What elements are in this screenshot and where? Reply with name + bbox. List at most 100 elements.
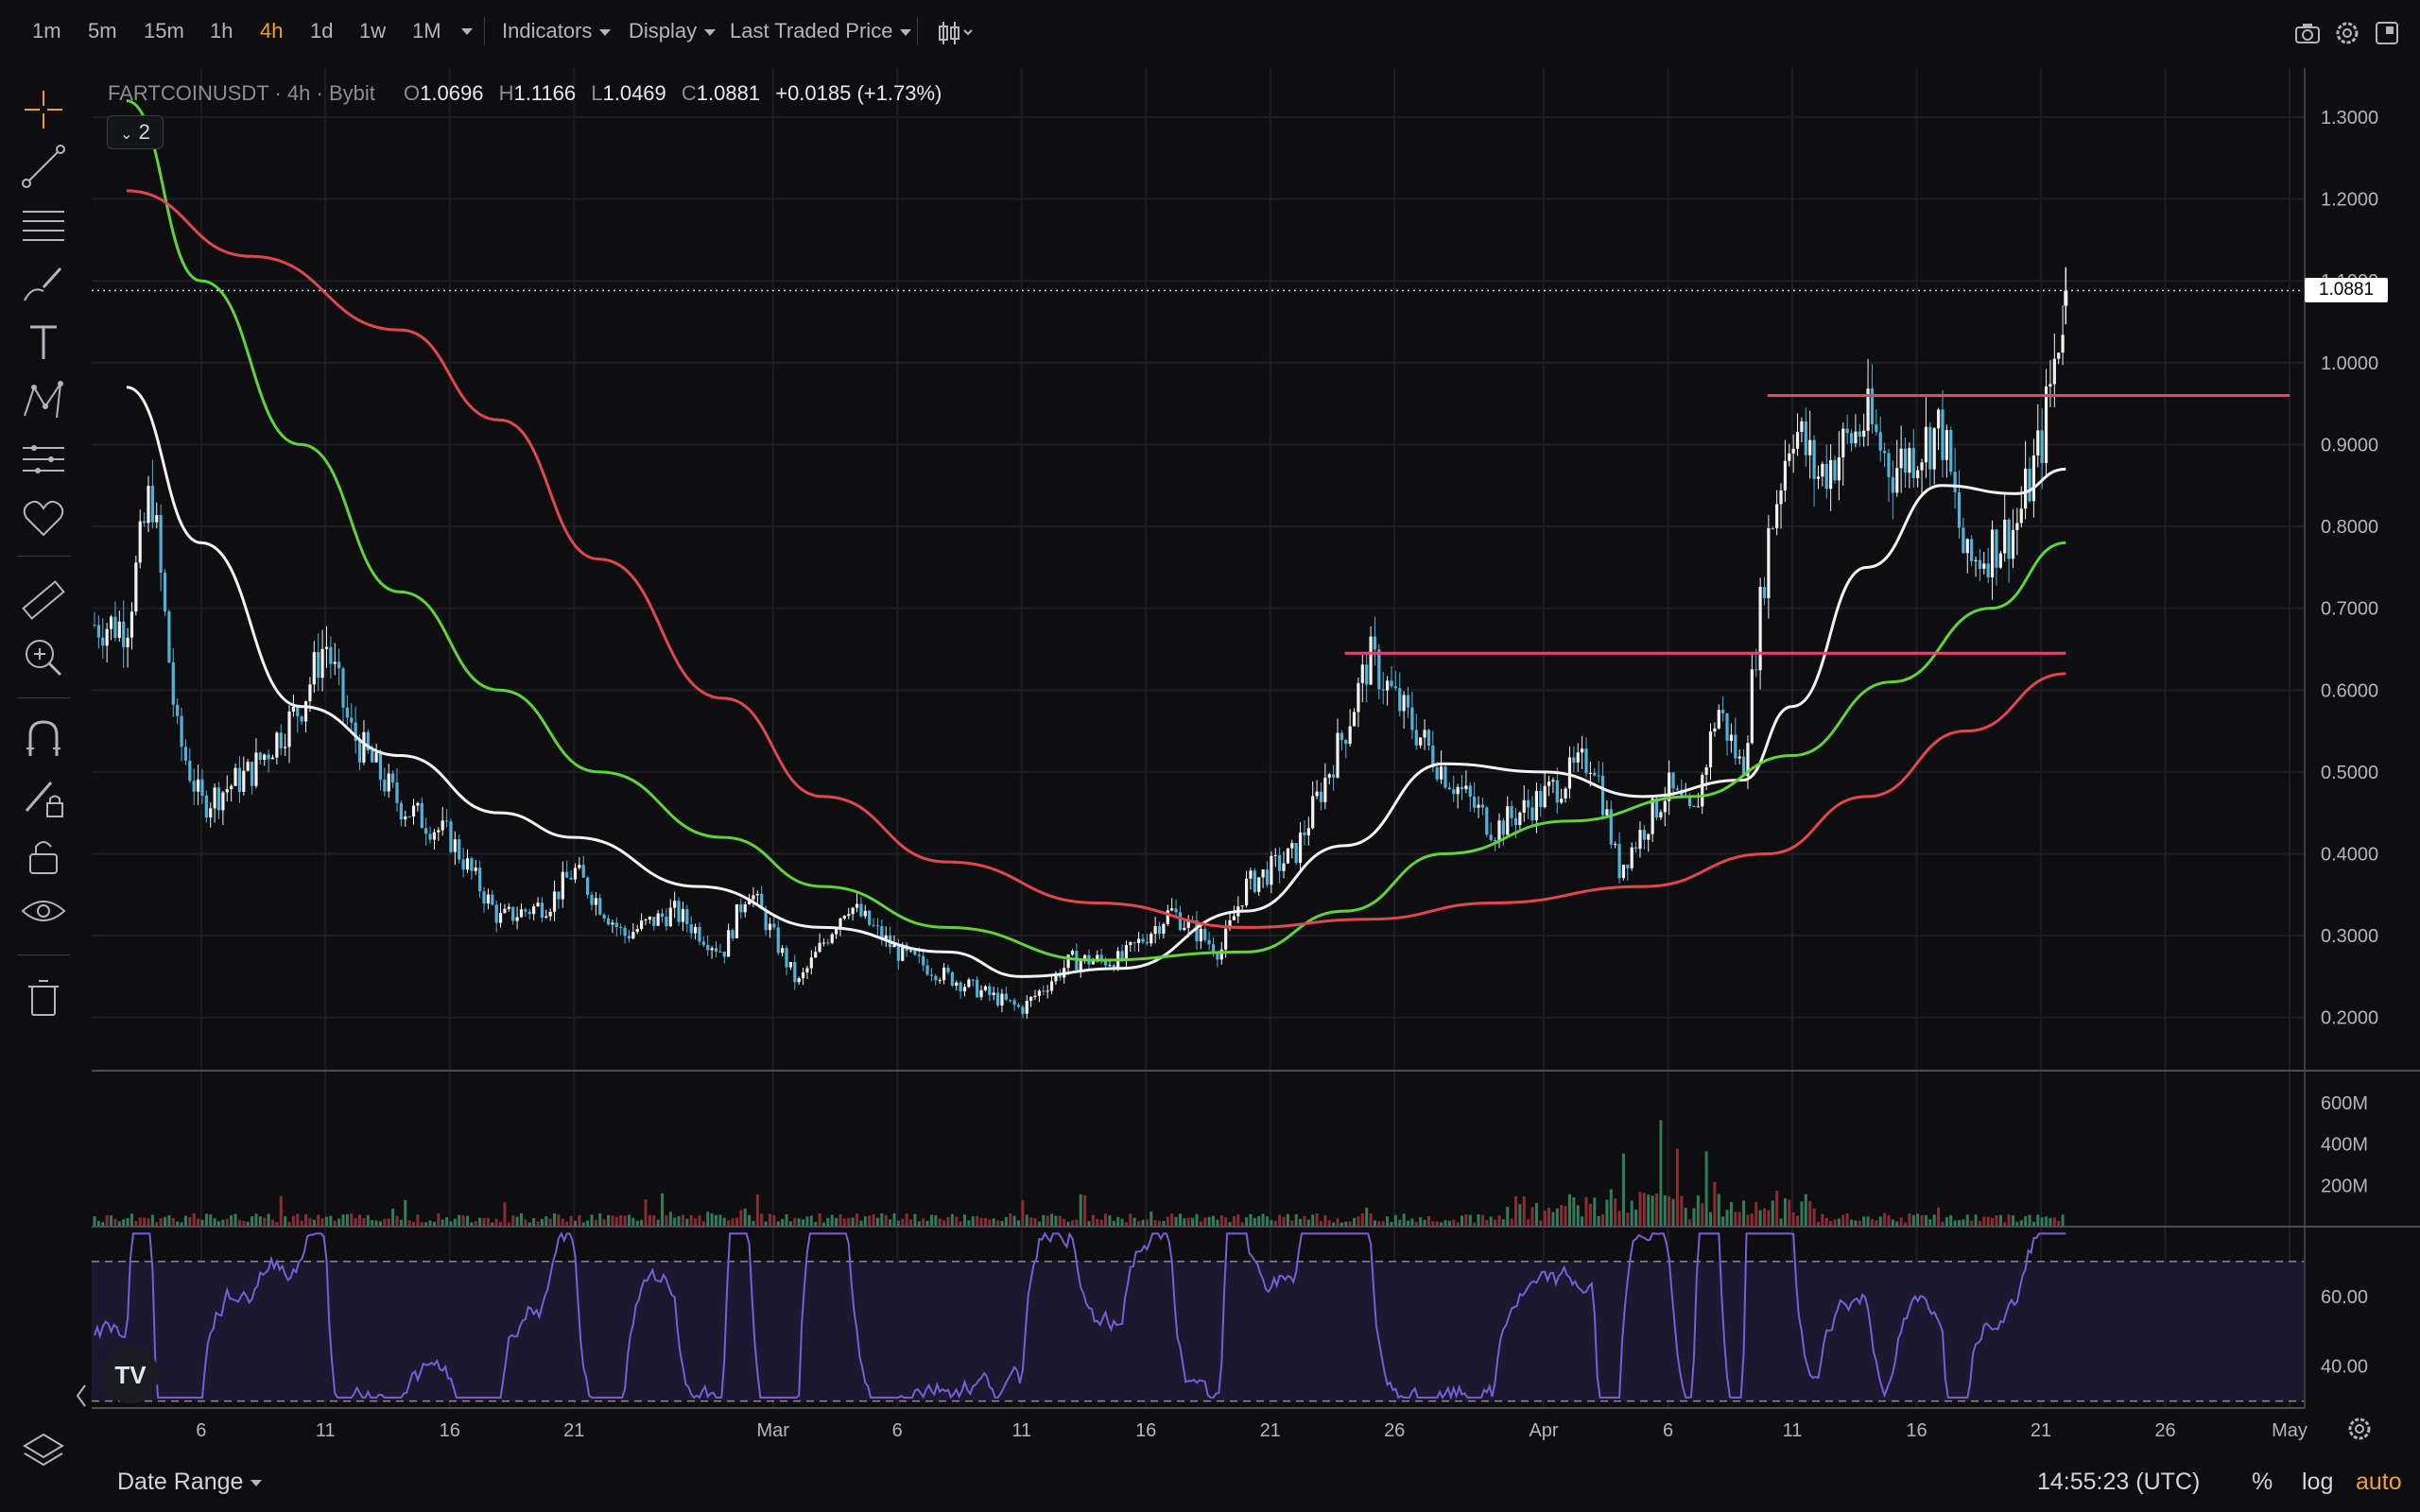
volume-bar bbox=[296, 1213, 300, 1227]
candle bbox=[1294, 843, 1298, 864]
timeframe-more-icon[interactable] bbox=[461, 28, 473, 35]
ruler-icon[interactable] bbox=[19, 576, 68, 626]
volume-bar bbox=[246, 1221, 250, 1227]
time-tick-label: May bbox=[2272, 1420, 2308, 1441]
indicators-menu[interactable]: Indicators bbox=[502, 19, 612, 43]
volume-bar bbox=[565, 1221, 569, 1227]
fib-tool-icon[interactable] bbox=[19, 435, 68, 484]
candle bbox=[1435, 767, 1439, 780]
candle bbox=[1369, 636, 1373, 685]
candle bbox=[1153, 925, 1157, 935]
camera-icon[interactable] bbox=[2293, 19, 2322, 47]
volume-bar bbox=[929, 1214, 933, 1227]
fullscreen-icon[interactable] bbox=[2373, 19, 2401, 47]
date-range-menu[interactable]: Date Range bbox=[117, 1469, 263, 1496]
timeframe-1d[interactable]: 1d bbox=[310, 19, 334, 43]
candle bbox=[1878, 432, 1882, 451]
volume-bar bbox=[1249, 1213, 1253, 1227]
utc-clock[interactable]: 14:55:23 (UTC) bbox=[2037, 1469, 2201, 1495]
timeframe-1M[interactable]: 1M bbox=[412, 19, 441, 43]
candle bbox=[333, 662, 337, 664]
candle bbox=[1402, 695, 1406, 712]
volume-bar bbox=[1713, 1181, 1717, 1227]
percent-scale-toggle[interactable]: % bbox=[2252, 1469, 2273, 1495]
tradingview-logo[interactable]: TV bbox=[102, 1347, 159, 1403]
volume-bar bbox=[1477, 1214, 1480, 1227]
crosshair-icon[interactable] bbox=[19, 85, 68, 134]
timeframe-1m[interactable]: 1m bbox=[32, 19, 61, 43]
volume-bar bbox=[1261, 1213, 1265, 1227]
horizontal-lines-icon[interactable] bbox=[19, 200, 68, 249]
volume-bar bbox=[1891, 1219, 1894, 1227]
volume-bar bbox=[1178, 1213, 1182, 1227]
volume-bar bbox=[1953, 1220, 1957, 1227]
candle bbox=[250, 762, 254, 786]
volume-bar bbox=[967, 1220, 971, 1227]
volume-bar bbox=[511, 1215, 515, 1227]
candle bbox=[635, 929, 639, 933]
brush-icon[interactable] bbox=[19, 259, 68, 308]
time-tick-label: 6 bbox=[196, 1420, 206, 1441]
eye-icon[interactable] bbox=[19, 888, 68, 937]
candle bbox=[1771, 527, 1774, 529]
unlock-icon[interactable] bbox=[19, 832, 68, 881]
chevron-left-icon[interactable] bbox=[74, 1382, 89, 1410]
symbol-name[interactable]: FARTCOINUSDT bbox=[108, 81, 269, 105]
volume-bar bbox=[1883, 1212, 1887, 1227]
candle bbox=[1513, 817, 1518, 826]
volume-bar bbox=[2028, 1214, 2031, 1227]
timeframe-4h[interactable]: 4h bbox=[260, 19, 284, 43]
volume-bar bbox=[863, 1216, 867, 1227]
volume-bar bbox=[478, 1217, 482, 1227]
heart-icon[interactable] bbox=[19, 493, 68, 542]
magnet-icon[interactable] bbox=[19, 714, 68, 764]
candle bbox=[1029, 996, 1033, 1002]
volume-bar bbox=[1348, 1221, 1352, 1227]
text-tool-icon[interactable] bbox=[19, 318, 68, 367]
timeframe-1w[interactable]: 1w bbox=[359, 19, 387, 43]
lock-drawing-icon[interactable] bbox=[19, 773, 68, 822]
trash-icon[interactable] bbox=[19, 973, 68, 1022]
volume-bar bbox=[2024, 1215, 2028, 1227]
volume-bar bbox=[437, 1213, 441, 1227]
indicator-collapse-button[interactable]: ⌄ 2 bbox=[107, 115, 164, 149]
log-scale-toggle[interactable]: log bbox=[2302, 1469, 2334, 1495]
candle bbox=[1099, 954, 1103, 960]
candle bbox=[830, 934, 834, 943]
candle bbox=[1621, 865, 1626, 879]
volume-bar bbox=[1866, 1216, 1870, 1227]
timeframe-5m[interactable]: 5m bbox=[88, 19, 117, 43]
candle bbox=[300, 716, 303, 722]
candle bbox=[192, 781, 196, 792]
volume-bar bbox=[880, 1212, 884, 1227]
candle bbox=[842, 916, 846, 919]
volume-bar bbox=[1191, 1217, 1195, 1227]
display-menu[interactable]: Display bbox=[629, 19, 717, 43]
candle bbox=[2019, 508, 2023, 524]
volume-bar bbox=[1000, 1221, 1004, 1227]
volume-bar bbox=[2036, 1214, 2040, 1227]
pattern-tool-icon[interactable] bbox=[19, 376, 68, 425]
layers-icon[interactable] bbox=[19, 1427, 68, 1476]
candle-type-icon[interactable] bbox=[936, 19, 974, 47]
candle bbox=[1924, 426, 1928, 463]
volume-bar bbox=[661, 1193, 665, 1227]
trend-line-icon[interactable] bbox=[19, 142, 68, 191]
volume-bar bbox=[254, 1213, 258, 1227]
timeframe-15m[interactable]: 15m bbox=[144, 19, 184, 43]
auto-scale-toggle[interactable]: auto bbox=[2356, 1469, 2402, 1495]
candle bbox=[275, 732, 279, 758]
timeframe-1h[interactable]: 1h bbox=[210, 19, 233, 43]
candle bbox=[1928, 426, 1932, 470]
volume-bar bbox=[378, 1221, 382, 1227]
volume-bar bbox=[1758, 1210, 1762, 1227]
zoom-in-icon[interactable] bbox=[19, 633, 68, 682]
settings-gear-icon[interactable] bbox=[2333, 19, 2361, 47]
indicator-count: 2 bbox=[138, 120, 150, 144]
candle bbox=[357, 741, 362, 763]
volume-bar bbox=[1534, 1203, 1538, 1227]
price-source-menu[interactable]: Last Traded Price bbox=[730, 19, 912, 43]
candle bbox=[1273, 854, 1277, 856]
axis-settings-gear-icon[interactable] bbox=[2344, 1414, 2375, 1444]
